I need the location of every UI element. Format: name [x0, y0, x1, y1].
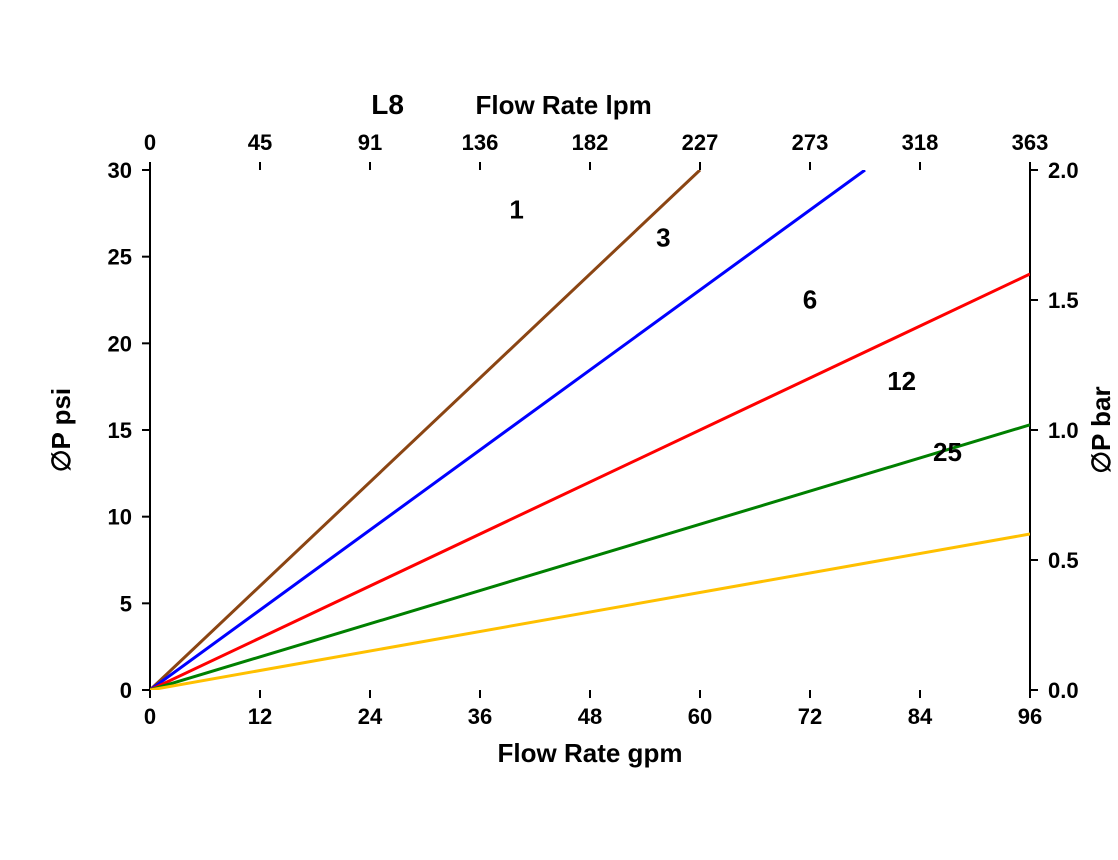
chart-title-prefix: L8	[371, 89, 404, 120]
y-left-tick-label: 15	[108, 418, 132, 443]
x-top-tick-label: 273	[792, 130, 829, 155]
y-left-tick-label: 20	[108, 331, 132, 356]
series-label-1: 1	[509, 195, 523, 225]
x-top-tick-label: 136	[462, 130, 499, 155]
x-bottom-tick-label: 0	[144, 704, 156, 729]
x-bottom-tick-label: 84	[908, 704, 933, 729]
x-top-tick-label: 91	[358, 130, 382, 155]
y-right-tick-label: 2.0	[1048, 158, 1079, 183]
y-right-tick-label: 1.0	[1048, 418, 1079, 443]
x-top-tick-label: 363	[1012, 130, 1049, 155]
y-right-tick-label: 0.0	[1048, 678, 1079, 703]
x-bottom-tick-label: 12	[248, 704, 272, 729]
x-top-tick-label: 318	[902, 130, 939, 155]
series-label-25: 25	[933, 437, 962, 467]
x-bottom-tick-label: 24	[358, 704, 383, 729]
y-left-tick-label: 25	[108, 245, 132, 270]
x-bottom-tick-label: 48	[578, 704, 602, 729]
x-bottom-tick-label: 72	[798, 704, 822, 729]
x-top-title: Flow Rate lpm	[475, 90, 651, 120]
y-left-tick-label: 0	[120, 678, 132, 703]
x-top-tick-label: 182	[572, 130, 609, 155]
y-right-tick-label: 1.5	[1048, 288, 1079, 313]
series-label-12: 12	[887, 366, 916, 396]
x-top-tick-label: 0	[144, 130, 156, 155]
x-bottom-tick-label: 36	[468, 704, 492, 729]
series-label-3: 3	[656, 222, 670, 252]
y-left-tick-label: 30	[108, 158, 132, 183]
x-top-tick-label: 45	[248, 130, 272, 155]
y-left-title: ∅P psi	[46, 388, 76, 472]
chart-container: 01224364860728496Flow Rate gpm0459113618…	[0, 0, 1118, 860]
x-bottom-tick-label: 96	[1018, 704, 1042, 729]
y-right-tick-label: 0.5	[1048, 548, 1079, 573]
chart-bg	[0, 0, 1118, 860]
x-bottom-title: Flow Rate gpm	[498, 738, 683, 768]
series-label-6: 6	[803, 285, 817, 315]
y-left-tick-label: 5	[120, 591, 132, 616]
pressure-flow-chart: 01224364860728496Flow Rate gpm0459113618…	[0, 0, 1118, 860]
x-top-tick-label: 227	[682, 130, 719, 155]
y-left-tick-label: 10	[108, 505, 132, 530]
y-right-title: ∅P bar	[1086, 386, 1116, 473]
x-bottom-tick-label: 60	[688, 704, 712, 729]
